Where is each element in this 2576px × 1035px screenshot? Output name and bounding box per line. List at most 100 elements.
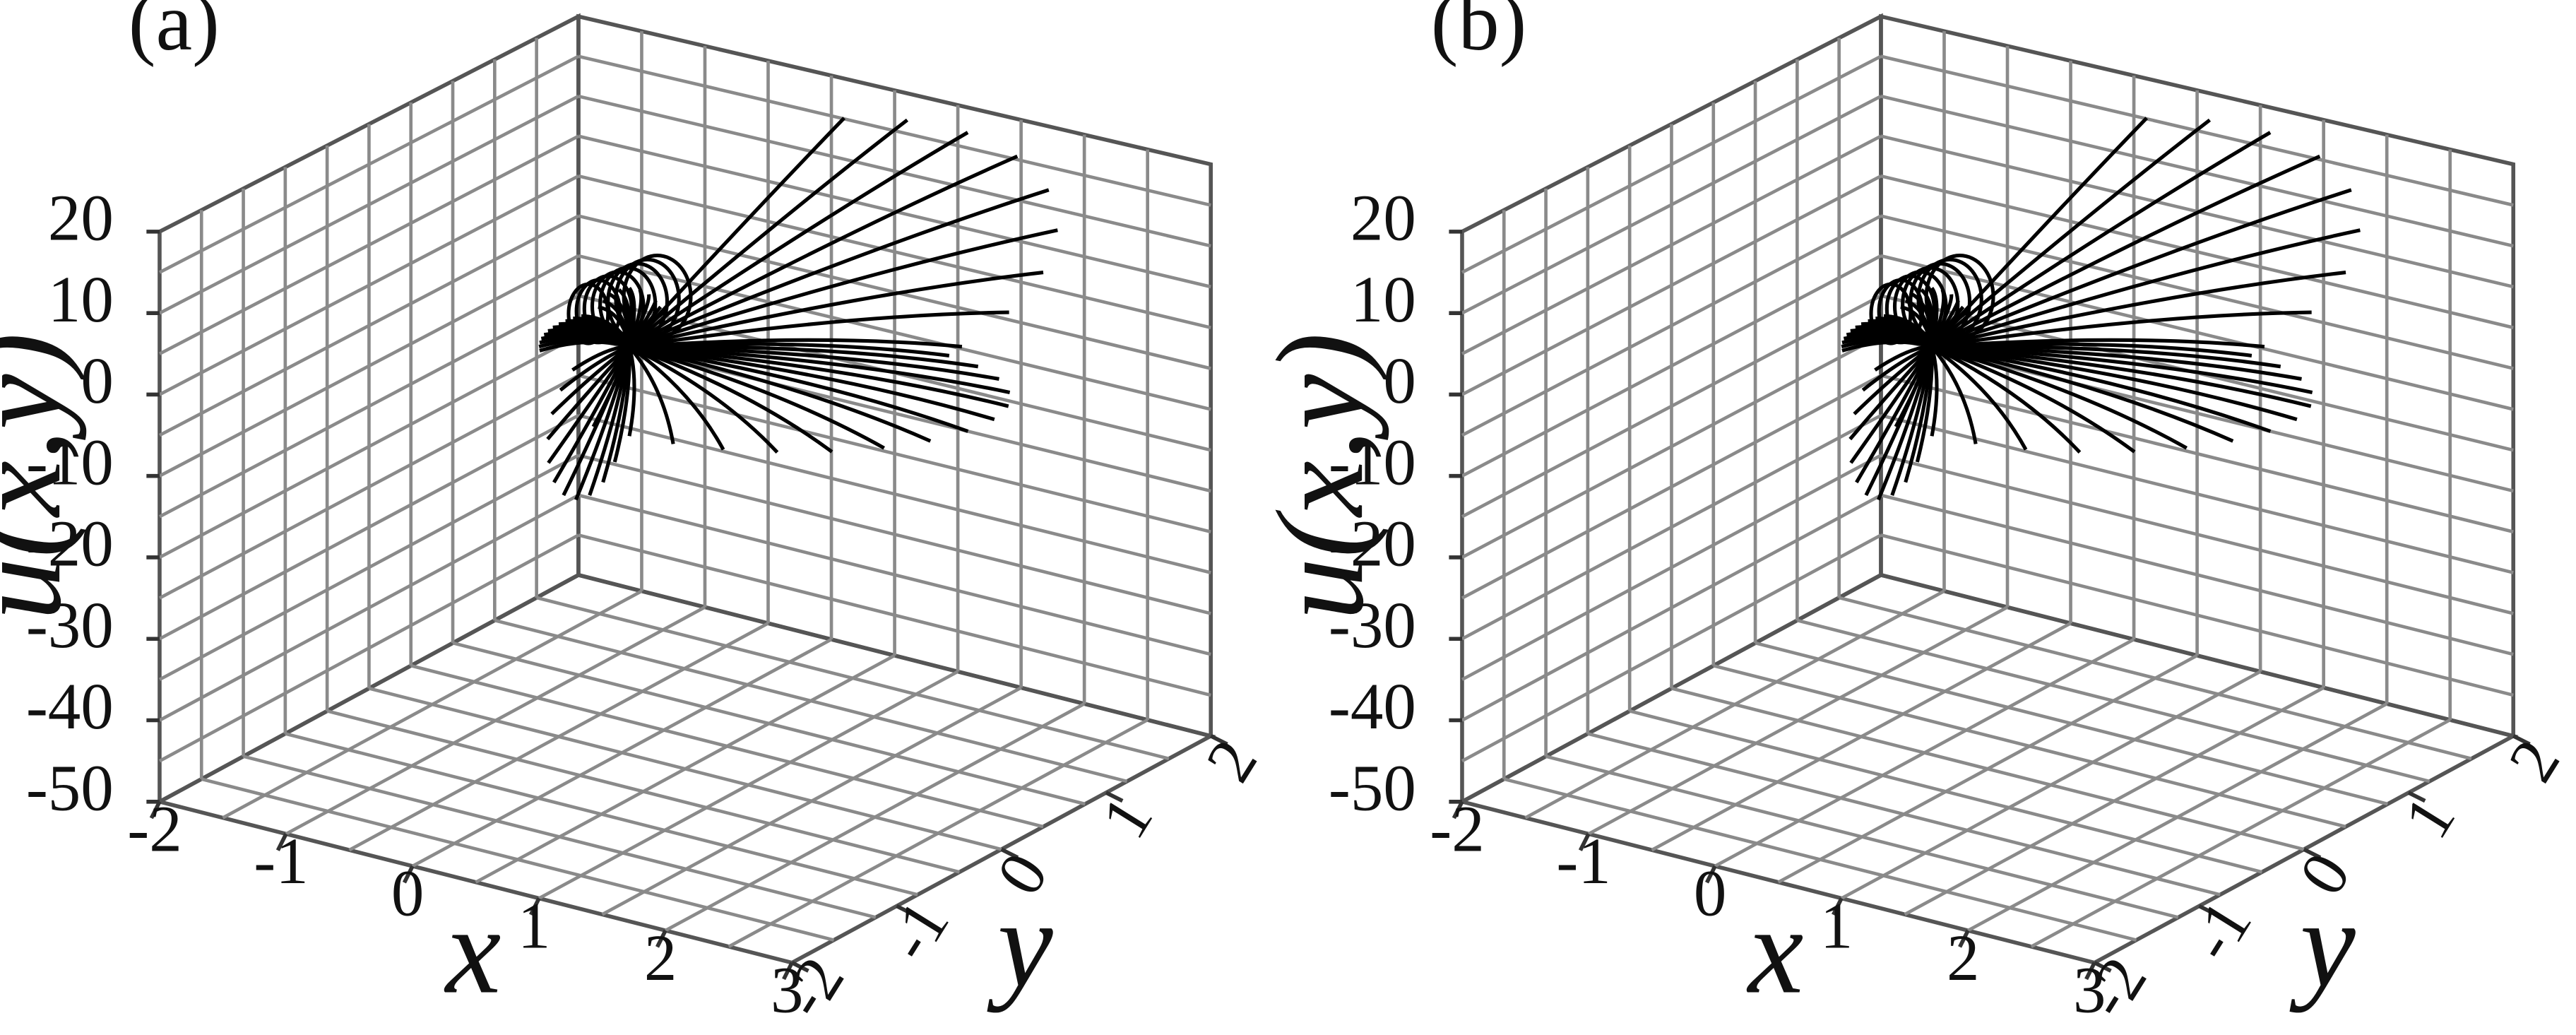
y-tick-label: 2 (1192, 728, 1271, 794)
surface-ray (1931, 188, 2352, 349)
x-tick (1452, 800, 1464, 820)
y-axis-label: y (987, 875, 1053, 1013)
gridline (475, 653, 896, 884)
surface-ray (1931, 345, 2298, 422)
gridline (1967, 702, 2388, 933)
surface-ray (1931, 345, 2272, 433)
gridline (578, 454, 1211, 615)
surface-ring (622, 254, 693, 340)
x-tick-label: -1 (254, 825, 308, 898)
z-tick-label: -50 (26, 752, 114, 824)
gridline (1461, 95, 1882, 315)
surface-ray (547, 345, 631, 464)
gridline (578, 533, 1211, 697)
surface-ray (1930, 154, 2321, 348)
gridline (1880, 454, 2514, 615)
surface-ray (1930, 131, 2272, 348)
gridline (1461, 134, 1882, 355)
gridline (158, 454, 580, 681)
x-tick (1832, 897, 1844, 916)
gridline (1461, 413, 1882, 641)
surface-ray (1931, 228, 2361, 349)
surface-ring (1916, 257, 1983, 341)
surface-ray (1930, 345, 2028, 451)
surface-ray (1930, 345, 1978, 444)
surface-ray (627, 345, 636, 437)
gridline (601, 686, 1022, 916)
x-tick (782, 962, 794, 981)
panel-label: (b) (1431, 0, 1527, 68)
x-tick-label: -2 (1430, 793, 1484, 866)
gridline (2030, 718, 2451, 948)
gridline (578, 254, 1211, 411)
gridline (1461, 454, 1882, 681)
gridline (1545, 755, 2179, 919)
x-tick-label: 0 (1694, 858, 1727, 930)
gridline (158, 294, 580, 519)
z-tick-label: 20 (48, 182, 114, 255)
y-tick-label: 1 (2390, 784, 2469, 851)
gridline (1461, 54, 1882, 274)
x-ticks: -2 -1 0 1 2 3 (1430, 793, 2106, 1027)
gridline (1880, 493, 2514, 656)
y-tick-label: 1 (1088, 784, 1167, 851)
surface-wireframe (538, 117, 1058, 501)
gridline (1777, 653, 2198, 884)
y-tick (790, 961, 809, 973)
surface-ray (629, 345, 833, 454)
gridline (158, 134, 580, 355)
surface-ray (629, 342, 950, 357)
x-axis-label: x (444, 882, 501, 1020)
x-tick-label: 0 (391, 858, 425, 930)
x-tick (402, 865, 415, 884)
surface-ray (1931, 310, 2312, 349)
z-axis-label: u(x,y) (0, 333, 87, 620)
y-tick (2407, 791, 2426, 803)
x-tick (149, 800, 162, 820)
surface-ray (1931, 345, 2234, 443)
surface-ray (1931, 345, 2313, 395)
surface-ray (1931, 345, 2312, 408)
surface-ray (629, 188, 1050, 349)
gridline (158, 175, 580, 396)
y-tick (2512, 734, 2531, 746)
gridline (158, 533, 580, 763)
y-tick-label: -1 (872, 888, 963, 973)
x-tick-label: 2 (644, 922, 677, 995)
gridline (1461, 533, 1882, 763)
gridline (578, 94, 1211, 248)
surface-ray (1931, 345, 2302, 381)
gridline (1880, 174, 2514, 330)
gridline (1461, 254, 1882, 478)
gridline (242, 755, 877, 919)
z-tick-label: -50 (1329, 752, 1416, 824)
y-tick (2094, 961, 2112, 973)
x-tick (275, 833, 288, 851)
gridline (1904, 686, 2325, 916)
z-tick-label: -30 (1329, 589, 1416, 662)
gridline (578, 174, 1211, 330)
surface-ray (629, 345, 995, 422)
z-tick-label: 0 (1383, 345, 1416, 418)
gridline (1461, 333, 1882, 560)
gridline (1629, 709, 2263, 874)
gridline (158, 95, 579, 315)
surface-ray (628, 118, 909, 348)
gridline (1880, 413, 2514, 574)
surface-ray (1915, 346, 1934, 463)
x-ticks: -2 -1 0 1 2 3 (127, 793, 803, 1027)
gridline (158, 413, 580, 641)
z-tick-label: 10 (1351, 264, 1416, 336)
z-tick-label: 20 (1351, 182, 1416, 255)
gridline (578, 493, 1211, 656)
x-tick-label: -1 (1556, 825, 1610, 898)
gridline (538, 670, 959, 900)
gridline (158, 493, 580, 722)
gridline (1461, 493, 1882, 722)
x-tick (1578, 833, 1591, 851)
grid (1461, 31, 2514, 948)
surface-ray (628, 345, 675, 444)
